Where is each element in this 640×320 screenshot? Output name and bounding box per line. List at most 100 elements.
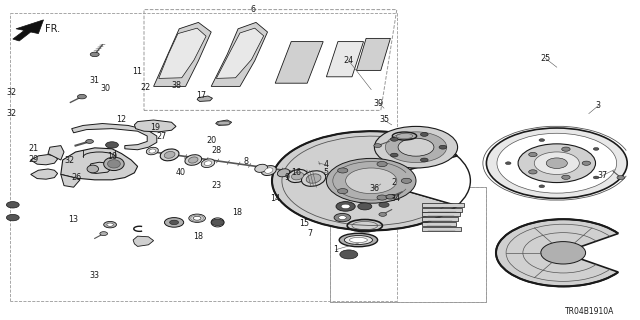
- Text: 17: 17: [196, 92, 207, 100]
- Text: 36: 36: [369, 184, 380, 193]
- Polygon shape: [133, 236, 154, 246]
- Ellipse shape: [147, 147, 158, 155]
- Circle shape: [211, 219, 224, 226]
- Text: 13: 13: [68, 215, 79, 224]
- Circle shape: [379, 202, 389, 207]
- Polygon shape: [61, 148, 138, 180]
- Text: 19: 19: [150, 123, 160, 132]
- Text: TR04B1910A: TR04B1910A: [565, 307, 614, 316]
- Circle shape: [562, 147, 570, 151]
- Text: 16: 16: [291, 168, 301, 177]
- Circle shape: [107, 223, 113, 226]
- Circle shape: [539, 139, 545, 141]
- Circle shape: [534, 152, 579, 174]
- Text: 18: 18: [232, 208, 242, 217]
- Circle shape: [497, 133, 617, 193]
- Circle shape: [334, 213, 351, 222]
- Text: 11: 11: [132, 68, 143, 76]
- Circle shape: [529, 170, 537, 174]
- Text: 34: 34: [390, 194, 401, 203]
- Text: 6: 6: [250, 5, 255, 14]
- Wedge shape: [496, 219, 618, 286]
- Text: 3: 3: [596, 101, 601, 110]
- Polygon shape: [61, 174, 80, 187]
- Circle shape: [377, 162, 387, 167]
- Wedge shape: [272, 131, 457, 230]
- Circle shape: [164, 218, 184, 227]
- Circle shape: [506, 162, 511, 164]
- Circle shape: [336, 202, 355, 211]
- Text: 29: 29: [28, 155, 38, 164]
- Polygon shape: [197, 96, 212, 101]
- Ellipse shape: [344, 236, 372, 244]
- Circle shape: [541, 242, 586, 264]
- Circle shape: [582, 161, 591, 165]
- Text: 21: 21: [28, 144, 38, 153]
- Circle shape: [86, 140, 93, 143]
- Text: 38: 38: [171, 81, 181, 90]
- Circle shape: [439, 145, 447, 149]
- Circle shape: [340, 250, 358, 259]
- Circle shape: [326, 158, 416, 203]
- Bar: [422, 208, 462, 212]
- Circle shape: [189, 214, 205, 222]
- Ellipse shape: [164, 151, 175, 158]
- Text: 24: 24: [344, 56, 354, 65]
- Ellipse shape: [349, 237, 367, 243]
- Circle shape: [539, 185, 545, 188]
- Text: 35: 35: [379, 116, 389, 124]
- Text: 18: 18: [193, 232, 204, 241]
- Circle shape: [486, 128, 627, 198]
- Ellipse shape: [255, 164, 268, 172]
- Text: 32: 32: [64, 156, 74, 165]
- Circle shape: [377, 195, 387, 200]
- Circle shape: [386, 195, 395, 199]
- Ellipse shape: [306, 174, 321, 183]
- Circle shape: [390, 137, 398, 141]
- Circle shape: [593, 148, 599, 150]
- Text: FR.: FR.: [45, 24, 60, 34]
- Text: 10: 10: [107, 152, 117, 161]
- Circle shape: [420, 132, 428, 136]
- Circle shape: [547, 158, 567, 168]
- Ellipse shape: [292, 172, 303, 180]
- Polygon shape: [31, 155, 58, 165]
- Circle shape: [617, 176, 625, 180]
- Ellipse shape: [277, 169, 290, 177]
- Circle shape: [6, 202, 19, 208]
- Text: 33: 33: [90, 271, 100, 280]
- Polygon shape: [216, 28, 264, 78]
- Ellipse shape: [160, 149, 179, 161]
- Polygon shape: [356, 38, 390, 70]
- Text: 23: 23: [211, 181, 221, 190]
- Circle shape: [341, 204, 350, 209]
- Polygon shape: [216, 120, 232, 125]
- Text: 15: 15: [299, 220, 309, 228]
- Text: 20: 20: [206, 136, 216, 145]
- Ellipse shape: [108, 160, 120, 168]
- Text: 2: 2: [391, 178, 396, 187]
- Text: 39: 39: [374, 99, 384, 108]
- Circle shape: [170, 220, 179, 225]
- Text: 25: 25: [540, 54, 550, 63]
- Polygon shape: [275, 42, 323, 83]
- Circle shape: [529, 152, 537, 156]
- Text: 9: 9: [284, 173, 289, 182]
- Ellipse shape: [265, 168, 273, 173]
- Circle shape: [390, 153, 398, 157]
- Ellipse shape: [149, 149, 156, 153]
- Polygon shape: [48, 146, 64, 160]
- Text: 30: 30: [100, 84, 111, 93]
- Circle shape: [562, 175, 570, 180]
- Text: 22: 22: [141, 84, 151, 92]
- Text: 31: 31: [90, 76, 100, 85]
- Circle shape: [374, 126, 458, 168]
- Text: 4: 4: [324, 160, 329, 169]
- Ellipse shape: [189, 157, 198, 163]
- Circle shape: [518, 144, 595, 182]
- Circle shape: [338, 168, 348, 173]
- Bar: [330, 187, 486, 302]
- Circle shape: [398, 138, 434, 156]
- Text: 37: 37: [598, 171, 608, 180]
- Text: 14: 14: [270, 194, 280, 203]
